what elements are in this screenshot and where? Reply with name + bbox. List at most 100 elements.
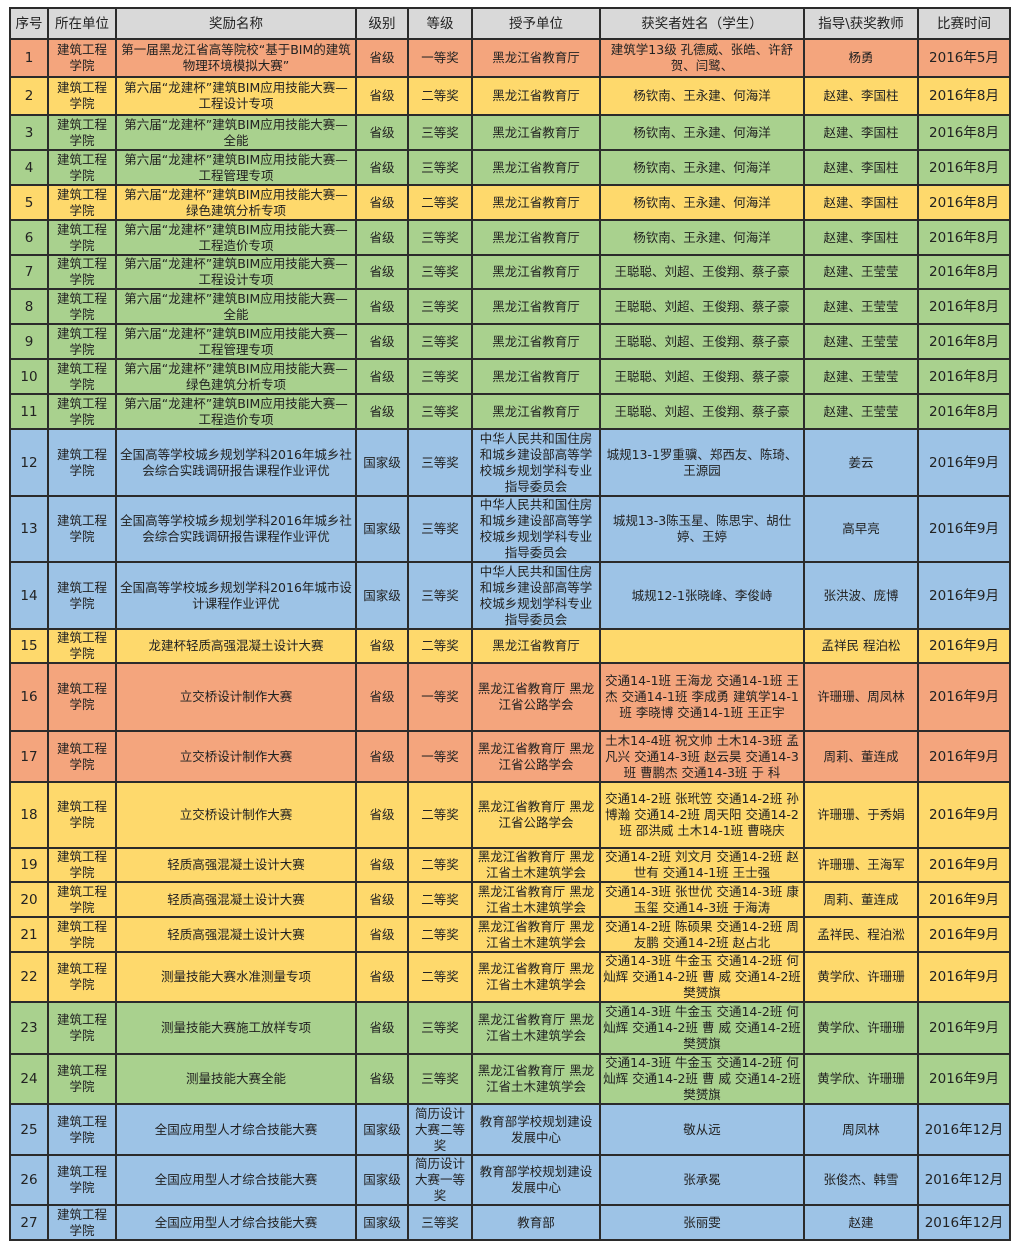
cell-teacher: 赵建、王莹莹 [803, 254, 919, 290]
cell-date: 2016年8月 [917, 393, 1011, 430]
cell-no: 2 [9, 76, 49, 116]
cell-date: 2016年5月 [917, 38, 1011, 78]
cell-students: 城规12-1张晓峰、李俊峙 [599, 561, 805, 630]
cell-level: 省级 [355, 781, 409, 849]
cell-grade: 三等奖 [407, 254, 473, 290]
cell-unit: 建筑工程学院 [47, 1154, 117, 1206]
cell-grantor: 黑龙江省教育厅 [471, 219, 601, 256]
cell-no: 18 [9, 781, 49, 849]
table-row: 14 建筑工程学院 全国高等学校城乡规划学科2016年城市设计课程作业评优 国家级 三等… [9, 561, 1011, 630]
cell-award: 全国应用型人才综合技能大赛 [115, 1154, 357, 1206]
cell-level: 省级 [355, 881, 409, 918]
cell-grade: 三等奖 [407, 149, 473, 186]
cell-grantor: 黑龙江省教育厅 黑龙江省公路学会 [471, 730, 601, 783]
cell-no: 17 [9, 730, 49, 783]
cell-students: 王聪聪、刘超、王俊翔、蔡子豪 [599, 393, 805, 430]
cell-teacher: 赵建、王莹莹 [803, 393, 919, 430]
cell-grantor: 黑龙江省教育厅 [471, 254, 601, 290]
table-row: 21 建筑工程学院 轻质高强混凝土设计大赛 省级 二等奖 黑龙江省教育厅 黑龙江省土木建筑… [9, 916, 1011, 953]
cell-unit: 建筑工程学院 [47, 114, 117, 151]
cell-no: 1 [9, 38, 49, 78]
cell-grantor: 教育部学校规划建设发展中心 [471, 1154, 601, 1206]
table-row: 5 建筑工程学院 第六届“龙建杯”建筑BIM应用技能大赛—绿色建筑分析专项 省级 二等奖… [9, 184, 1011, 221]
header-grade: 等级 [407, 7, 473, 40]
cell-level: 国家级 [355, 495, 409, 563]
header-level: 级别 [355, 7, 409, 40]
cell-unit: 建筑工程学院 [47, 358, 117, 395]
cell-unit: 建筑工程学院 [47, 881, 117, 918]
cell-grantor: 黑龙江省教育厅 黑龙江省土木建筑学会 [471, 1001, 601, 1055]
table-row: 20 建筑工程学院 轻质高强混凝土设计大赛 省级 二等奖 黑龙江省教育厅 黑龙江省土木建筑… [9, 881, 1011, 918]
cell-teacher: 赵建、李国柱 [803, 76, 919, 116]
cell-students: 杨钦南、王永建、何海洋 [599, 149, 805, 186]
cell-date: 2016年9月 [917, 730, 1011, 783]
table-row: 8 建筑工程学院 第六届“龙建杯”建筑BIM应用技能大赛—全能 省级 三等奖 黑龙江省教育… [9, 288, 1011, 325]
table-row: 24 建筑工程学院 测量技能大赛全能 省级 三等奖 黑龙江省教育厅 黑龙江省土木建筑学会交… [9, 1053, 1011, 1105]
cell-no: 8 [9, 288, 49, 325]
cell-teacher: 姜云 [803, 428, 919, 497]
cell-grantor: 黑龙江省教育厅 [471, 393, 601, 430]
cell-date: 2016年9月 [917, 781, 1011, 849]
table-row: 17 建筑工程学院 立交桥设计制作大赛 省级 一等奖 黑龙江省教育厅 黑龙江省公路学会 土木… [9, 730, 1011, 783]
cell-unit: 建筑工程学院 [47, 1053, 117, 1105]
cell-grantor: 黑龙江省教育厅 [471, 628, 601, 664]
cell-unit: 建筑工程学院 [47, 288, 117, 325]
cell-date: 2016年9月 [917, 561, 1011, 630]
cell-date: 2016年9月 [917, 916, 1011, 953]
cell-award: 第六届“龙建杯”建筑BIM应用技能大赛—工程管理专项 [115, 149, 357, 186]
cell-grantor: 黑龙江省教育厅 [471, 184, 601, 221]
cell-level: 国家级 [355, 1204, 409, 1241]
cell-level: 省级 [355, 847, 409, 883]
cell-students: 交通14-2班 刘文月 交通14-2班 赵世有 交通14-1班 王士强 [599, 847, 805, 883]
cell-level: 省级 [355, 38, 409, 78]
cell-teacher: 许珊珊、王海军 [803, 847, 919, 883]
cell-grantor: 黑龙江省教育厅 [471, 114, 601, 151]
cell-grantor: 黑龙江省教育厅 黑龙江省土木建筑学会 [471, 881, 601, 918]
cell-students: 交通14-3班 牛金玉 交通14-2班 何灿辉 交通14-2班 曹 威 交通14… [599, 1053, 805, 1105]
awards-table: 序号 所在单位 奖励名称 级别 等级 授予单位 获奖者姓名（学生） 指导\获奖教… [9, 7, 1011, 1241]
header-award: 奖励名称 [115, 7, 357, 40]
cell-grade: 二等奖 [407, 916, 473, 953]
cell-grantor: 黑龙江省教育厅 黑龙江省土木建筑学会 [471, 951, 601, 1003]
cell-teacher: 黄学欣、许珊珊 [803, 951, 919, 1003]
cell-grade: 二等奖 [407, 781, 473, 849]
cell-date: 2016年12月 [917, 1103, 1011, 1156]
cell-teacher: 黄学欣、许珊珊 [803, 1053, 919, 1105]
cell-students: 敬从远 [599, 1103, 805, 1156]
cell-students [599, 628, 805, 664]
cell-teacher: 许珊珊、于秀娟 [803, 781, 919, 849]
cell-grantor: 黑龙江省教育厅 黑龙江省土木建筑学会 [471, 916, 601, 953]
cell-date: 2016年9月 [917, 428, 1011, 497]
table-row: 3 建筑工程学院 第六届“龙建杯”建筑BIM应用技能大赛—全能 省级 三等奖 黑龙江省教育… [9, 114, 1011, 151]
table-row: 23 建筑工程学院 测量技能大赛施工放样专项 省级 三等奖 黑龙江省教育厅 黑龙江省土木建… [9, 1001, 1011, 1055]
cell-grade: 三等奖 [407, 1001, 473, 1055]
cell-level: 省级 [355, 184, 409, 221]
cell-no: 19 [9, 847, 49, 883]
table-row: 27 建筑工程学院 全国应用型人才综合技能大赛 国家级 三等奖 教育部 张丽雯 赵建 2016年… [9, 1204, 1011, 1241]
header-no: 序号 [9, 7, 49, 40]
cell-level: 国家级 [355, 428, 409, 497]
cell-students: 土木14-4班 祝文帅 土木14-3班 孟凡兴 交通14-3班 赵云昊 交通14… [599, 730, 805, 783]
cell-teacher: 高早亮 [803, 495, 919, 563]
cell-award: 第六届“龙建杯”建筑BIM应用技能大赛—工程造价专项 [115, 393, 357, 430]
cell-date: 2016年8月 [917, 288, 1011, 325]
table-row: 11 建筑工程学院 第六届“龙建杯”建筑BIM应用技能大赛—工程造价专项 省级 三等奖黑… [9, 393, 1011, 430]
cell-unit: 建筑工程学院 [47, 495, 117, 563]
cell-grade: 二等奖 [407, 847, 473, 883]
cell-grantor: 黑龙江省教育厅 黑龙江省公路学会 [471, 781, 601, 849]
cell-award: 立交桥设计制作大赛 [115, 730, 357, 783]
cell-teacher: 孟祥民 程泊松 [803, 628, 919, 664]
table-row: 4 建筑工程学院 第六届“龙建杯”建筑BIM应用技能大赛—工程管理专项 省级 三等奖 黑龙… [9, 149, 1011, 186]
cell-students: 城规13-1罗重骥、郑西友、陈琦、王源园 [599, 428, 805, 497]
cell-teacher: 赵建、李国柱 [803, 149, 919, 186]
cell-students: 杨钦南、王永建、何海洋 [599, 184, 805, 221]
cell-level: 省级 [355, 628, 409, 664]
cell-level: 省级 [355, 114, 409, 151]
cell-date: 2016年8月 [917, 184, 1011, 221]
cell-grade: 三等奖 [407, 323, 473, 360]
cell-award: 第六届“龙建杯”建筑BIM应用技能大赛—工程管理专项 [115, 323, 357, 360]
cell-teacher: 周莉、董连成 [803, 730, 919, 783]
table-row: 6 建筑工程学院 第六届“龙建杯”建筑BIM应用技能大赛—工程造价专项 省级 三等奖 黑龙… [9, 219, 1011, 256]
cell-grantor: 黑龙江省教育厅 黑龙江省公路学会 [471, 662, 601, 732]
cell-students: 交通14-2班 陈硕果 交通14-2班 周友鹏 交通14-2班 赵占北 [599, 916, 805, 953]
